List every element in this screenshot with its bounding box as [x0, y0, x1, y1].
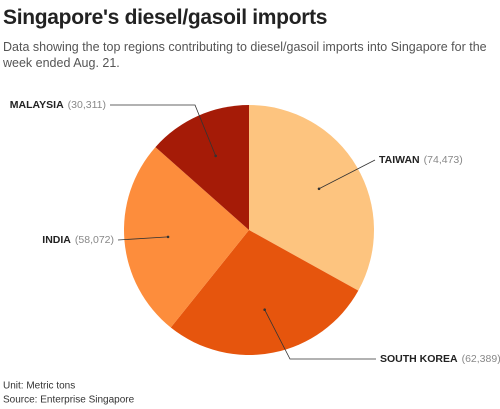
- chart-title: Singapore's diesel/gasoil imports: [3, 6, 328, 29]
- pie-slice: [170, 230, 359, 356]
- leader-dot: [214, 154, 217, 158]
- slice-name: SOUTH KOREA: [380, 353, 458, 365]
- slice-label: SOUTH KOREA (62,389): [380, 353, 500, 365]
- leader-line: [117, 236, 169, 241]
- leader-line: [110, 104, 217, 157]
- slice-label: INDIA (58,072): [42, 234, 114, 246]
- slice-name: MALAYSIA: [10, 99, 64, 111]
- slice-label: MALAYSIA (30,311): [10, 99, 106, 111]
- slice-value: (58,072): [75, 234, 114, 246]
- slice-name: TAIWAN: [379, 154, 420, 166]
- pie-slice: [124, 147, 249, 328]
- slice-name: INDIA: [42, 234, 71, 246]
- chart-subtitle: Data showing the top regions contributin…: [3, 40, 487, 70]
- slice-value: (30,311): [68, 99, 106, 111]
- slice-value: (74,473): [424, 154, 463, 166]
- source: Source: Enterprise Singapore: [3, 395, 135, 406]
- pie-slice: [155, 105, 249, 230]
- leader-line: [264, 309, 376, 360]
- leader-line: [318, 159, 376, 190]
- leader-dot: [263, 308, 266, 312]
- leader-dot: [317, 187, 321, 191]
- slice-label: TAIWAN (74,473): [379, 154, 463, 166]
- pie-slice: [249, 105, 374, 291]
- note: Unit: Metric tons: [3, 381, 75, 392]
- leader-dot: [166, 235, 170, 239]
- slice-value: (62,389): [462, 353, 500, 365]
